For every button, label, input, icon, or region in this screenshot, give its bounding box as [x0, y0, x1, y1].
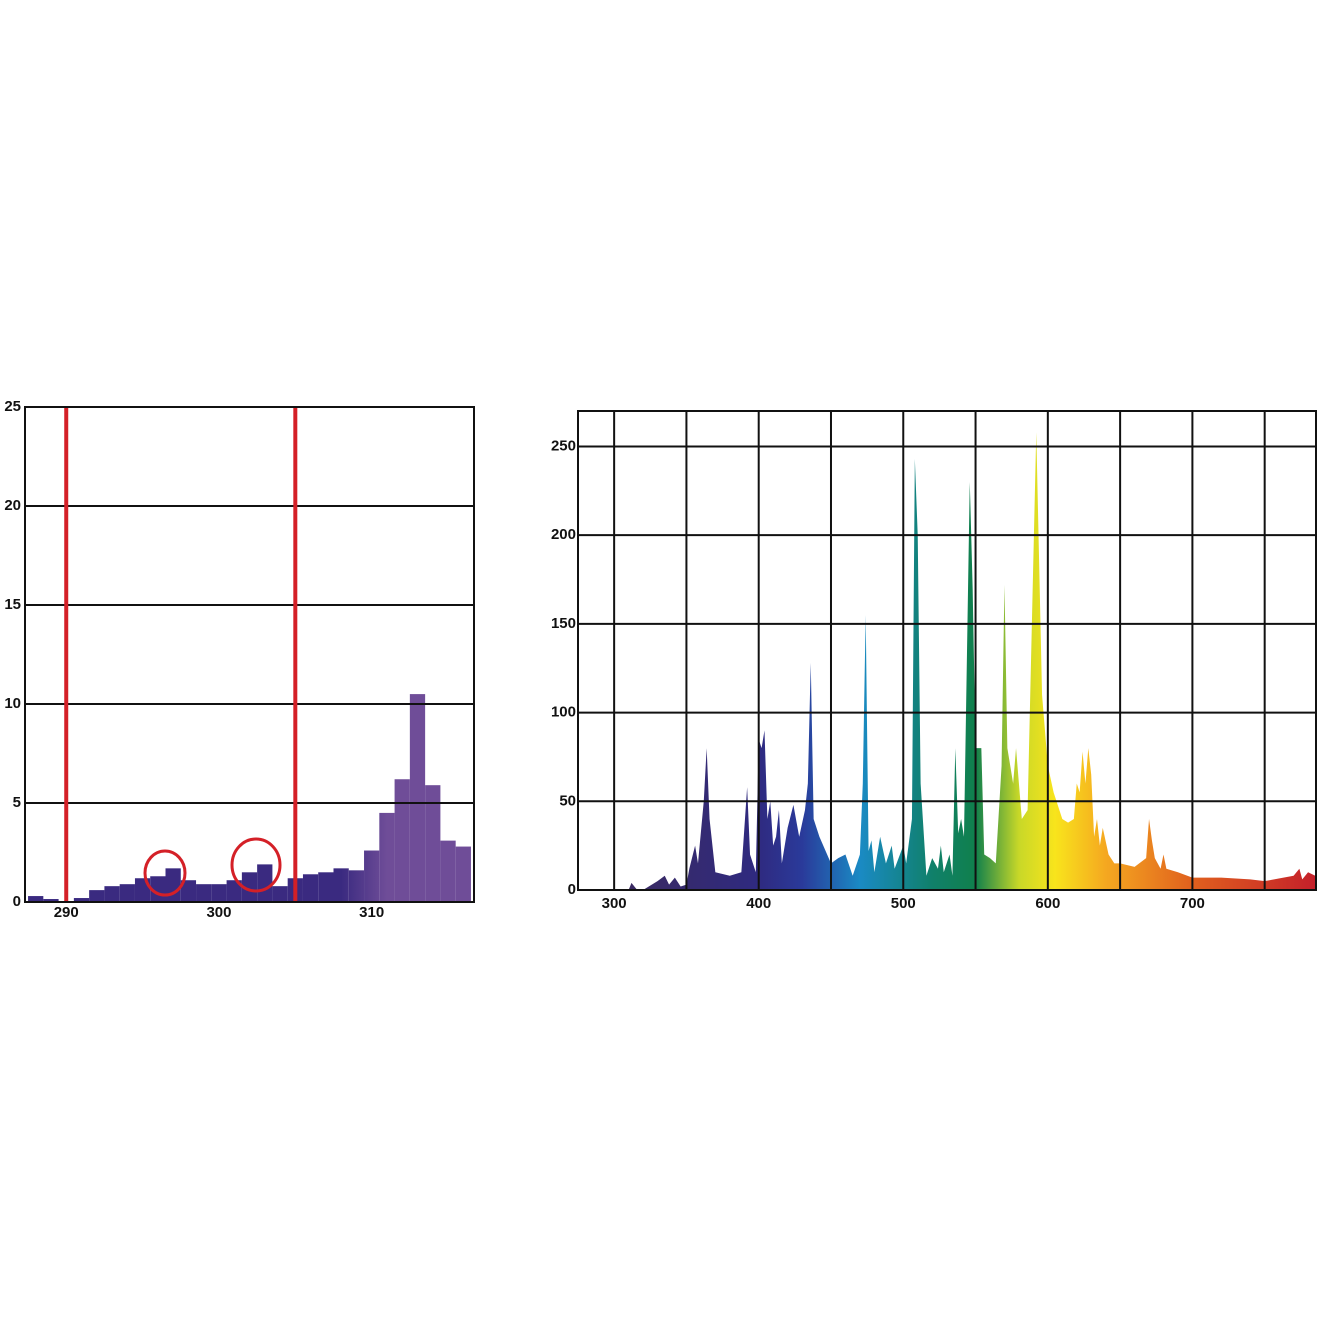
x-tick-label: 400	[746, 895, 771, 912]
y-tick-label: 200	[551, 526, 576, 543]
bar	[455, 846, 471, 902]
y-tick-label: 20	[4, 497, 21, 514]
bar	[409, 694, 426, 902]
y-tick-label: 0	[568, 881, 576, 898]
area	[628, 432, 1316, 890]
bar	[257, 864, 273, 902]
bar	[348, 870, 365, 902]
bar	[272, 886, 288, 902]
bar	[104, 886, 120, 902]
bar	[394, 779, 410, 902]
y-tick-label: 50	[559, 792, 576, 809]
bar	[440, 840, 456, 902]
bar	[241, 872, 258, 902]
y-tick-label: 150	[551, 615, 576, 632]
bar	[43, 899, 59, 902]
bar	[364, 850, 380, 902]
y-tick-label: 25	[4, 398, 21, 415]
x-tick-label: 700	[1180, 895, 1205, 912]
x-tick-label: 290	[54, 904, 79, 921]
y-tick-label: 10	[4, 695, 21, 712]
bar	[379, 812, 395, 902]
bar	[73, 898, 90, 902]
bar	[28, 896, 44, 902]
bar	[196, 884, 212, 902]
y-tick-label: 5	[13, 794, 21, 811]
y-tick-label: 15	[4, 596, 21, 613]
bar	[425, 785, 441, 902]
y-tick-label: 100	[551, 704, 576, 721]
highlight-circle	[143, 849, 187, 897]
bar	[302, 874, 319, 902]
y-tick-label: 250	[551, 437, 576, 454]
bar	[226, 880, 242, 902]
bar	[333, 868, 349, 902]
x-tick-label: 500	[891, 895, 916, 912]
plot-frame	[24, 406, 475, 903]
bar	[89, 890, 105, 902]
bar	[211, 884, 227, 902]
bar	[119, 884, 135, 902]
y-tick-label: 0	[13, 893, 21, 910]
bar	[318, 872, 334, 902]
x-tick-label: 300	[206, 904, 231, 921]
bar	[180, 880, 197, 902]
highlight-circle	[230, 837, 282, 893]
bar	[165, 868, 181, 902]
plot-frame	[577, 410, 1317, 891]
x-tick-label: 300	[602, 895, 627, 912]
x-tick-label: 600	[1035, 895, 1060, 912]
x-tick-label: 310	[359, 904, 384, 921]
